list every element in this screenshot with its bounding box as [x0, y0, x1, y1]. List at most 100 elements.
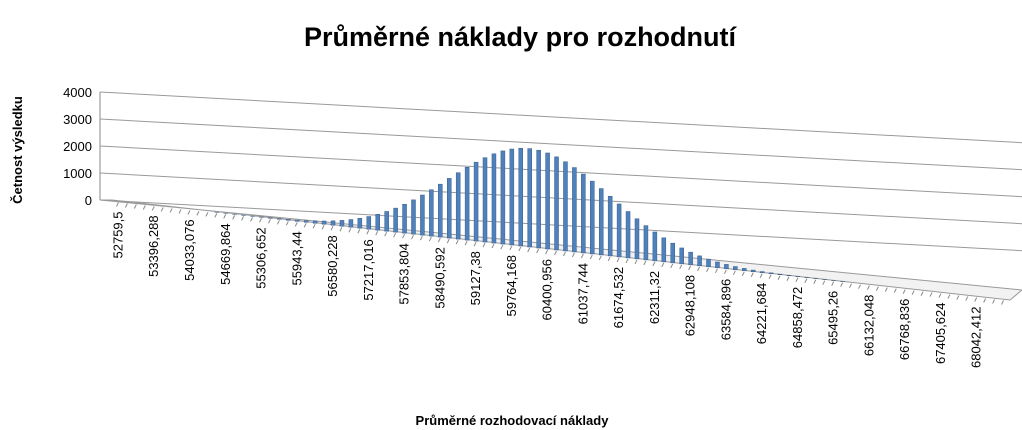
x-tick: [241, 216, 245, 221]
y-axis-label: Četnost výsledku: [10, 96, 25, 204]
bar: [447, 178, 452, 239]
x-tick: [464, 240, 468, 246]
x-tick: [607, 256, 611, 262]
x-tick-label: 55306,652: [254, 227, 269, 288]
x-tick-label: 63584,896: [718, 279, 733, 340]
x-tick: [947, 294, 951, 299]
x-tick: [312, 224, 316, 229]
bar: [742, 268, 747, 272]
x-tick: [598, 255, 602, 261]
x-tick-label: 54033,076: [182, 219, 197, 280]
x-tick: [428, 236, 432, 242]
bar: [330, 220, 336, 226]
x-tick: [813, 279, 817, 284]
bar: [420, 194, 425, 236]
x-tick: [715, 268, 718, 274]
bar: [616, 203, 622, 258]
x-tick: [858, 284, 861, 289]
bar: [393, 207, 398, 233]
x-tick: [875, 286, 879, 291]
x-tick: [679, 264, 683, 270]
bar: [312, 220, 318, 224]
x-tick-label: 59127,38: [468, 251, 483, 305]
bar: [688, 251, 693, 266]
bar: [411, 199, 416, 235]
x-tick-label: 53396,288: [146, 215, 161, 276]
x-tick: [384, 231, 388, 237]
x-tick: [509, 245, 513, 251]
bar: [357, 218, 363, 229]
bar: [724, 264, 729, 270]
bar: [706, 258, 711, 268]
x-tick-label: 56580,228: [325, 235, 340, 296]
x-tick: [670, 263, 674, 269]
bar: [581, 173, 586, 254]
x-tick: [652, 261, 656, 267]
bar: [607, 195, 613, 257]
x-tick: [491, 243, 495, 249]
x-tick: [634, 259, 638, 265]
x-tick-label: 64221,684: [754, 283, 769, 344]
x-tick: [133, 204, 137, 209]
x-tick: [1001, 300, 1004, 305]
bar: [545, 152, 550, 250]
bar: [643, 225, 649, 261]
x-tick: [983, 298, 987, 303]
x-tick: [160, 207, 164, 212]
x-tick: [536, 248, 540, 254]
bar: [429, 189, 434, 237]
x-tick: [527, 247, 531, 253]
x-tick-label: 64858,472: [790, 287, 805, 348]
x-tick: [697, 266, 701, 272]
x-tick: [259, 218, 262, 223]
bar: [518, 147, 524, 247]
x-tick-label: 62948,108: [683, 275, 698, 336]
bar: [473, 161, 479, 242]
grid-line: [99, 91, 1022, 144]
x-tick: [616, 257, 620, 263]
x-tick: [563, 251, 566, 257]
x-tick: [455, 239, 459, 245]
x-tick: [795, 277, 799, 282]
bar: [303, 220, 309, 223]
x-tick: [804, 278, 808, 283]
x-tick: [223, 214, 227, 219]
bar: [598, 188, 604, 256]
x-tick-label: 52759,5: [110, 211, 125, 258]
x-tick: [285, 221, 289, 226]
x-tick-label: 57217,016: [361, 239, 376, 300]
bar: [733, 266, 738, 271]
x-tick: [965, 296, 969, 301]
bar: [375, 214, 380, 231]
x-tick: [741, 271, 745, 277]
x-tick: [625, 258, 629, 264]
x-tick: [196, 211, 200, 216]
x-tick: [884, 287, 888, 292]
y-tick-label: 4000: [63, 85, 92, 100]
bar: [295, 219, 300, 222]
bar: [715, 261, 720, 269]
x-tick-label: 60400,956: [540, 259, 555, 320]
bar: [339, 220, 345, 227]
y-tick-label: 3000: [63, 112, 92, 127]
bar: [777, 273, 783, 276]
x-tick: [911, 290, 915, 295]
bar: [661, 237, 667, 263]
x-tick-label: 57853,804: [397, 243, 412, 304]
x-tick: [768, 274, 772, 279]
x-tick: [750, 272, 754, 278]
x-tick: [956, 295, 960, 300]
bar: [491, 153, 497, 244]
x-tick-label: 58490,592: [432, 247, 447, 308]
x-tick: [482, 242, 486, 248]
x-tick: [303, 223, 307, 228]
x-tick-label: 62311,32: [647, 271, 662, 324]
bar: [670, 242, 675, 264]
x-tick: [831, 281, 835, 286]
bar: [590, 180, 595, 255]
bar: [366, 216, 372, 230]
x-tick: [357, 229, 361, 234]
x-axis-label: Průměrné rozhodovací náklady: [416, 413, 610, 428]
bar: [482, 157, 488, 243]
x-tick: [840, 282, 844, 287]
